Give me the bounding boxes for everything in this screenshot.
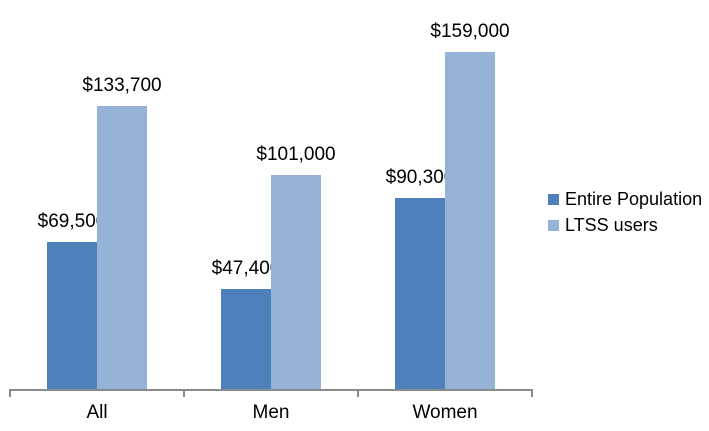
bar bbox=[97, 105, 147, 390]
bar bbox=[221, 289, 271, 390]
axis-tick bbox=[9, 390, 11, 397]
legend-item-ltss-users: LTSS users bbox=[548, 215, 702, 236]
category-label: Men bbox=[252, 402, 290, 423]
bar bbox=[395, 197, 445, 390]
value-label: $101,000 bbox=[256, 144, 336, 166]
axis-tick bbox=[357, 390, 359, 397]
legend-label-ltss-users: LTSS users bbox=[565, 215, 658, 235]
value-label: $159,000 bbox=[430, 20, 510, 42]
bar bbox=[445, 51, 495, 390]
legend-label-entire-population: Entire Population bbox=[565, 189, 703, 209]
legend-swatch-entire-population bbox=[548, 194, 559, 205]
legend-swatch-ltss-users bbox=[548, 220, 559, 231]
axis-tick bbox=[531, 390, 533, 397]
legend: Entire Population LTSS users bbox=[548, 189, 702, 236]
legend-item-entire-population: Entire Population bbox=[548, 189, 702, 210]
value-label: $90,300 bbox=[385, 166, 455, 188]
category-label: Women bbox=[412, 402, 478, 423]
bar bbox=[47, 242, 97, 390]
bar bbox=[271, 175, 321, 390]
x-axis-line bbox=[9, 389, 533, 391]
category-label: All bbox=[86, 402, 108, 423]
value-label: $133,700 bbox=[82, 74, 162, 96]
value-label: $47,400 bbox=[211, 258, 281, 280]
axis-tick bbox=[183, 390, 185, 397]
value-label: $69,500 bbox=[37, 211, 107, 233]
